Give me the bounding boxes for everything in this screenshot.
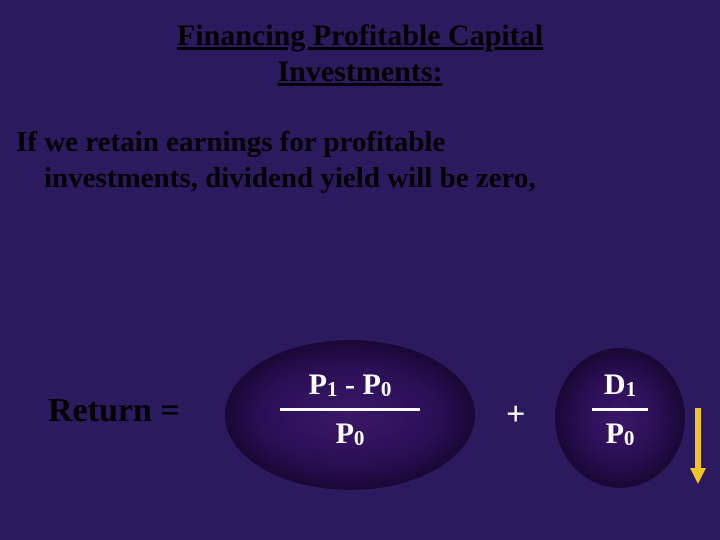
d1-subscript: 1: [626, 377, 637, 401]
title-line-1: Financing Profitable Capital: [177, 19, 543, 52]
slide-title: Financing Profitable Capital Investments…: [0, 0, 720, 90]
p0-den2-subscript: 0: [624, 426, 635, 450]
p0-den-subscript: 0: [354, 426, 365, 450]
frac1-numerator: P1 - P0: [270, 368, 430, 402]
fraction-capital-gain: P1 - P0 P0: [270, 368, 430, 451]
p1-sym: P: [309, 368, 327, 401]
title-line-2: Investments:: [278, 55, 443, 88]
p0-subscript: 0: [381, 377, 392, 401]
p0-sym: P: [363, 368, 381, 401]
p0-den-sym: P: [336, 417, 354, 450]
frac1-bar: [280, 408, 420, 411]
frac2-bar: [592, 408, 648, 411]
p1-subscript: 1: [327, 377, 338, 401]
frac2-denominator: P0: [590, 417, 650, 451]
body-line-2: investments, dividend yield will be zero…: [16, 160, 704, 196]
plus-sign: +: [506, 396, 525, 434]
fraction-dividend-yield: D1 P0: [590, 368, 650, 451]
return-equation: Return = P1 - P0 P0 + D1 P0: [0, 330, 720, 500]
equation-lhs: Return =: [48, 392, 180, 430]
arrow-head: [690, 468, 706, 484]
down-arrow-icon: [690, 408, 706, 488]
body-line-1: If we retain earnings for profitable: [16, 126, 445, 158]
p0-den2-sym: P: [606, 417, 624, 450]
d1-sym: D: [604, 368, 626, 401]
frac2-numerator: D1: [590, 368, 650, 402]
minus-sign: -: [338, 368, 363, 401]
frac1-denominator: P0: [270, 417, 430, 451]
arrow-shaft: [695, 408, 701, 470]
slide-body: If we retain earnings for profitable inv…: [0, 90, 720, 197]
